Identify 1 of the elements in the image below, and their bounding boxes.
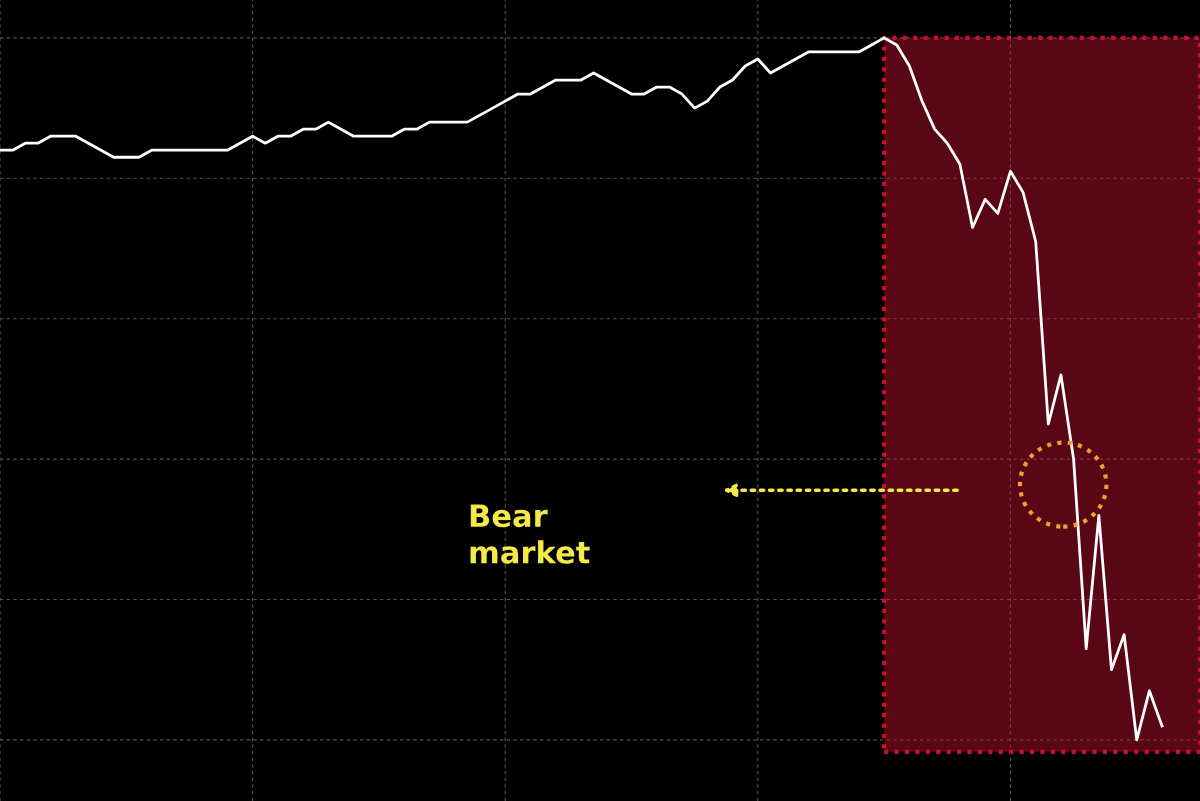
annotation: Bear market — [470, 504, 590, 564]
